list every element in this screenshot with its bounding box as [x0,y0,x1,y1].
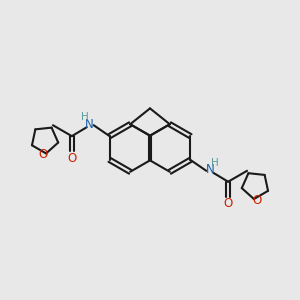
Text: N: N [206,163,214,176]
Text: H: H [212,158,219,168]
Text: H: H [81,112,88,122]
Text: O: O [38,148,48,161]
Text: O: O [67,152,76,165]
Text: O: O [252,194,262,206]
Text: O: O [224,197,233,210]
Text: N: N [85,118,94,131]
